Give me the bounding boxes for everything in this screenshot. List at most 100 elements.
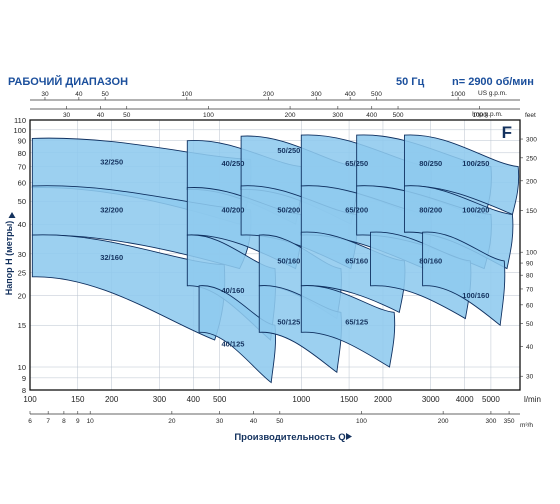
x-tick-m3h: 20	[168, 418, 176, 425]
pump-label: 40/160	[221, 286, 244, 295]
x-tick-m3h: 100	[356, 418, 367, 425]
y-tick-feet: 150	[526, 208, 537, 215]
pump-label: 32/160	[100, 253, 123, 262]
pump-label: 32/200	[100, 205, 123, 214]
y-tick-m: 10	[18, 363, 26, 372]
x-tick-lmin: 3000	[422, 395, 440, 404]
x-tick-imp: 40	[97, 112, 105, 119]
y-tick-m: 8	[22, 386, 26, 395]
top-us-unit: US g.p.m.	[478, 90, 507, 97]
corner-letter: F	[502, 123, 512, 142]
x-tick-m3h: 30	[216, 418, 224, 425]
x-tick-imp: 200	[285, 112, 296, 119]
chart-title: РАБОЧИЙ ДИАПАЗОН	[8, 75, 128, 88]
pump-label: 80/160	[419, 256, 442, 265]
y-tick-feet: 40	[526, 344, 534, 351]
x-tick-lmin: 150	[71, 395, 85, 404]
pump-label: 65/160	[345, 256, 368, 265]
x-tick-lmin: 5000	[482, 395, 500, 404]
region-100-160	[422, 231, 506, 327]
pump-label: 65/250	[345, 159, 368, 168]
x-tick-imp: 100	[203, 112, 214, 119]
pump-label: 50/160	[277, 256, 300, 265]
pump-label: 50/200	[277, 205, 300, 214]
y-tick-m: 9	[22, 374, 26, 383]
y-tick-m: 25	[18, 269, 26, 278]
x-tick-m3h: 9	[76, 418, 80, 425]
pump-label: 50/250	[277, 146, 300, 155]
pump-label: 100/200	[462, 205, 489, 214]
x-tick-us: 400	[345, 91, 356, 98]
x-tick-imp: 500	[393, 112, 404, 119]
pump-label: 100/250	[462, 159, 489, 168]
y-tick-feet: 80	[526, 273, 534, 280]
y-tick-m: 40	[18, 220, 26, 229]
region-100-250	[403, 134, 520, 216]
x-tick-lmin: 400	[187, 395, 201, 404]
x-tick-m3h: 40	[250, 418, 258, 425]
pump-label: 80/250	[419, 159, 442, 168]
y-tick-feet: 200	[526, 178, 537, 185]
x-tick-us: 1000	[451, 91, 466, 98]
y-tick-m: 60	[18, 178, 26, 187]
x-tick-lmin: 300	[153, 395, 167, 404]
region-65-125	[300, 285, 396, 368]
y-tick-m: 100	[13, 126, 26, 135]
y-tick-feet: 250	[526, 155, 537, 162]
region-40-125	[198, 285, 276, 384]
x-tick-m3h: 200	[438, 418, 449, 425]
chart-speed: n= 2900 об/мин	[452, 76, 534, 88]
x-tick-lmin: 1000	[292, 395, 310, 404]
plot-frame	[29, 119, 521, 391]
y-tick-m: 50	[18, 197, 26, 206]
y-tick-m: 80	[18, 149, 26, 158]
x-tick-us: 50	[102, 91, 110, 98]
x-axis-label: Производительность Q	[234, 432, 345, 443]
pump-label: 50/125	[277, 317, 300, 326]
x-tick-us: 40	[75, 91, 83, 98]
y-tick-feet: 50	[526, 321, 534, 328]
y-axis-label: Напор H (метры)	[4, 221, 14, 296]
y-tick-m: 110	[14, 116, 26, 125]
x-tick-imp: 30	[63, 112, 71, 119]
pump-label: 32/250	[100, 158, 123, 167]
bottom-lmin-unit: l/min	[524, 395, 541, 404]
pump-label: 40/250	[221, 159, 244, 168]
region-65-160	[300, 231, 406, 314]
y-tick-feet: 30	[526, 374, 534, 381]
pump-label: 40/200	[221, 205, 244, 214]
y-tick-m: 70	[18, 163, 26, 172]
x-tick-imp: 400	[366, 112, 377, 119]
y-tick-m: 90	[18, 137, 26, 146]
x-tick-lmin: 4000	[456, 395, 474, 404]
x-tick-us: 30	[41, 91, 49, 98]
x-tick-m3h: 8	[62, 418, 66, 425]
x-tick-m3h: 300	[485, 418, 496, 425]
y-tick-feet: 90	[526, 261, 534, 268]
pump-label: 65/125	[345, 317, 368, 326]
x-tick-lmin: 2000	[374, 395, 392, 404]
top-imp-unit: Imp g.p.m.	[472, 111, 503, 118]
pump-label: 80/200	[419, 205, 442, 214]
y-tick-feet: 70	[526, 286, 534, 293]
chart-frequency: 50 Гц	[396, 76, 425, 88]
y-tick-feet: 60	[526, 302, 534, 309]
x-tick-us: 100	[181, 91, 192, 98]
y-tick-m: 20	[18, 292, 26, 301]
x-tick-m3h: 6	[28, 418, 32, 425]
x-tick-m3h: 7	[46, 418, 50, 425]
y-axis-arrow-icon	[8, 212, 16, 218]
x-tick-us: 200	[263, 91, 274, 98]
y-tick-m: 15	[18, 321, 26, 330]
x-tick-us: 500	[371, 91, 382, 98]
bottom-m3h-unit: m³/h	[520, 422, 533, 429]
pump-regions	[31, 134, 520, 384]
y-tick-feet: 100	[526, 250, 537, 257]
x-tick-m3h: 10	[87, 418, 95, 425]
x-tick-m3h: 350	[504, 418, 515, 425]
pump-label: 65/200	[345, 205, 368, 214]
x-tick-imp: 1000	[472, 112, 487, 119]
axis-ticks: 100 150 200 300 400 500 1000 1500 2000 3000 4000 50…	[13, 91, 537, 425]
y-tick-m: 30	[18, 250, 26, 259]
